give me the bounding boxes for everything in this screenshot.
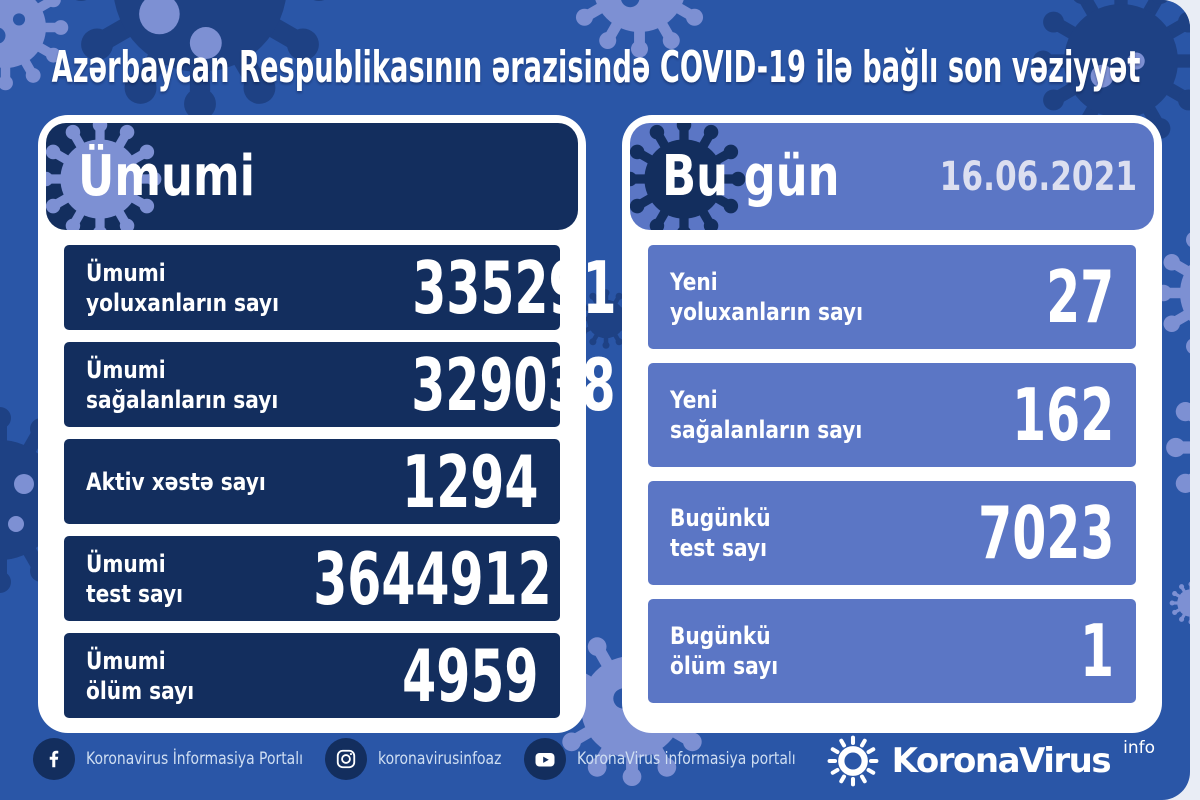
stat-label-line1: Yeni (670, 386, 718, 414)
page-title: Azərbaycan Respublikasının ərazisində CO… (0, 36, 1190, 98)
stat-row-total-tests: Ümumi test sayı 3644912 (64, 536, 560, 621)
stat-label: Yeni sağalanların sayı (670, 385, 862, 445)
totals-header: Ümumi (46, 123, 578, 230)
virus-icon (827, 735, 879, 787)
stat-row-today-tests: Bugünkü test sayı 7023 (648, 481, 1136, 585)
stat-label: Ümumi yoluxanların sayı (86, 258, 279, 318)
today-header: Bu gün 16.06.2021 (630, 123, 1154, 230)
report-date: 16.06.2021 (939, 153, 1137, 200)
stat-label: Bugünkü test sayı (670, 503, 771, 563)
stat-row-total-recovered: Ümumi sağalanların sayı 329038 (64, 342, 616, 427)
stat-value: 329038 (411, 342, 616, 427)
virus-decoration-icon (0, 400, 100, 600)
stat-label-line2: ölüm sayı (670, 652, 779, 680)
stat-label-line1: Bugünkü (670, 504, 771, 532)
stat-value: 1 (1079, 609, 1114, 693)
stat-value: 3644912 (313, 536, 553, 621)
stat-label: Yeni yoluxanların sayı (670, 267, 863, 327)
stat-label-line2: yoluxanların sayı (86, 288, 279, 317)
youtube-handle: KoronaVirus informasiya portalı (524, 738, 844, 780)
stat-label-line2: sağalanların sayı (86, 385, 279, 414)
stat-value: 7023 (977, 491, 1114, 575)
stat-label-line2: sağalanların sayı (670, 416, 863, 444)
youtube-label: KoronaVirus informasiya portalı (577, 749, 796, 769)
stat-label: Ümumi sağalanların sayı (86, 355, 278, 415)
stat-row-total-infections: Ümumi yoluxanların sayı 335291 (64, 245, 616, 330)
page-title-text: Azərbaycan Respublikasının ərazisində CO… (51, 41, 1141, 93)
stat-row-new-infections: Yeni yoluxanların sayı 27 (648, 245, 1136, 349)
instagram-handle: koronavirusinfoaz (325, 738, 528, 780)
stat-label-line1: Ümumi (86, 549, 166, 578)
virus-decoration-icon (0, 0, 73, 95)
instagram-label: koronavirusinfoaz (378, 749, 502, 769)
stat-label-line2: test sayı (670, 534, 768, 562)
virus-decoration-icon (1160, 360, 1190, 535)
stat-row-today-deaths: Bugünkü ölüm sayı 1 (648, 599, 1136, 703)
virus-decoration-icon (55, 0, 345, 130)
stat-label-line1: Ümumi (86, 258, 166, 287)
stat-row-new-recovered: Yeni sağalanların sayı 162 (648, 363, 1136, 467)
virus-decoration-icon (1026, 0, 1190, 156)
today-card: Bu gün 16.06.2021 Yeni yoluxanların sayı… (622, 115, 1162, 733)
brand-logo: KoronaVirus info (826, 734, 1155, 788)
brand-name: KoronaVirus (891, 741, 1112, 781)
totals-rows: Ümumi yoluxanların sayı 335291 Ümumi sağ… (64, 245, 616, 718)
facebook-icon (33, 738, 75, 780)
stat-label-line1: Ümumi (86, 646, 166, 675)
stat-value: 162 (1011, 373, 1114, 457)
stat-label-line2: ölüm sayı (86, 676, 195, 705)
stat-label-line2: yoluxanların sayı (670, 298, 863, 326)
stat-row-active-cases: Aktiv xəstə sayı 1294 (64, 439, 560, 524)
stat-value: 27 (1045, 255, 1114, 339)
totals-header-label: Ümumi (78, 144, 255, 209)
stat-value: 335291 (411, 245, 617, 330)
stat-value: 1294 (401, 439, 538, 524)
youtube-icon (524, 738, 566, 780)
stat-label: Ümumi test sayı (86, 549, 183, 609)
facebook-label: Koronavirus İnformasiya Portalı (86, 749, 303, 769)
today-rows: Yeni yoluxanların sayı 27 Yeni sağalanla… (648, 245, 1136, 703)
stat-label-line1: Ümumi (86, 355, 166, 384)
stat-value: 4959 (401, 633, 538, 718)
stat-label-line1: Bugünkü (670, 622, 771, 650)
stat-label: Aktiv xəstə sayı (86, 467, 266, 497)
instagram-icon (325, 738, 367, 780)
brand-suffix: info (1123, 738, 1155, 758)
today-header-label: Bu gün (662, 144, 840, 209)
virus-decoration-icon (562, 0, 717, 63)
stat-label-line1: Aktiv xəstə sayı (86, 467, 266, 496)
stat-row-total-deaths: Ümumi ölüm sayı 4959 (64, 633, 560, 718)
stat-label-line1: Yeni (670, 268, 718, 296)
stat-label-line2: test sayı (86, 579, 184, 608)
virus-decoration-icon (1168, 580, 1190, 626)
footer: Koronavirus İnformasiya Portalı koronavi… (0, 734, 1190, 796)
facebook-handle: Koronavirus İnformasiya Portalı (33, 738, 351, 780)
stat-label: Ümumi ölüm sayı (86, 646, 194, 706)
stat-label: Bugünkü ölüm sayı (670, 621, 778, 681)
totals-card: Ümumi Ümumi yoluxanların sayı 335291 Ümu… (38, 115, 616, 733)
